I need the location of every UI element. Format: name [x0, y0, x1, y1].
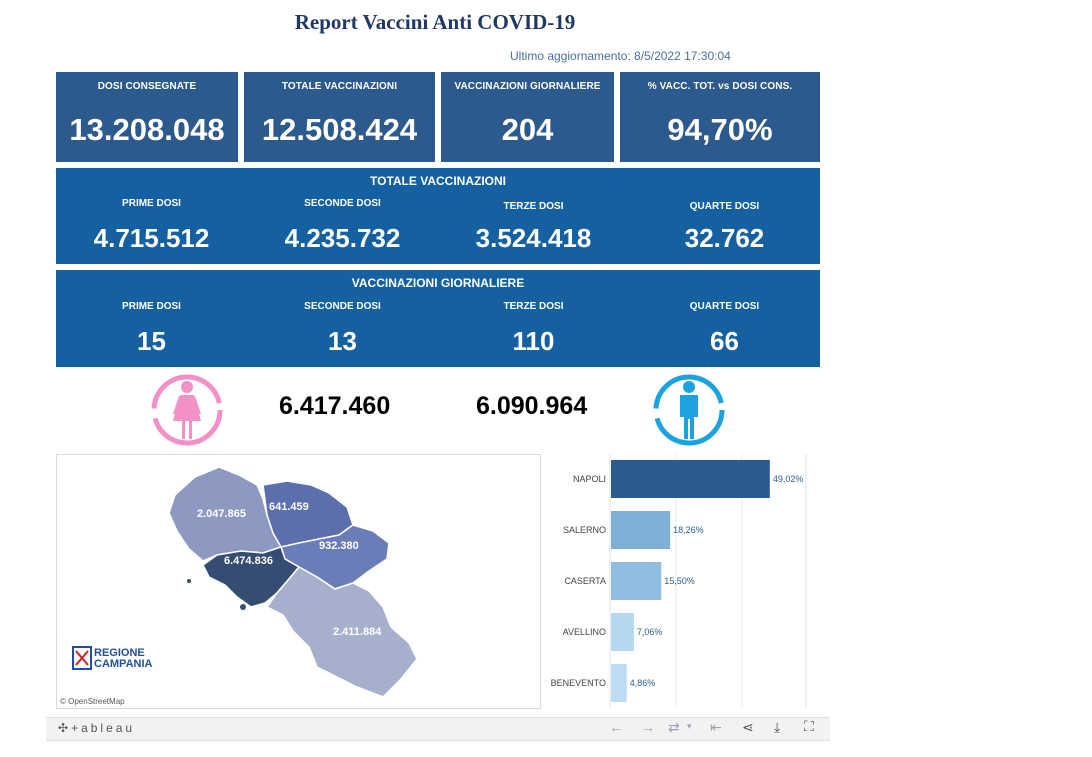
bar-napoli[interactable]	[611, 460, 770, 498]
tableau-logo[interactable]: ✣+ableau	[58, 721, 135, 735]
dose-label: SECONDE DOSI	[304, 198, 381, 209]
totals-terze-dosi: TERZE DOSI 3.524.418	[438, 201, 629, 254]
dose-label: TERZE DOSI	[503, 301, 564, 312]
bar-benevento[interactable]	[611, 664, 627, 702]
province-map: 2.047.865 641.459 932.380 6.474.836 2.41…	[60, 466, 418, 706]
kpi-totale-vaccinazioni: TOTALE VACCINAZIONI 12.508.424	[244, 72, 435, 162]
page-title: Report Vaccini Anti COVID-19	[294, 10, 576, 34]
tableau-brand: +ableau	[71, 721, 136, 735]
dose-value: 110	[512, 326, 555, 356]
province-label-avellino: 932.380	[319, 540, 359, 552]
share-icon[interactable]: ⋖	[742, 719, 754, 735]
dose-label: SECONDE DOSI	[304, 301, 381, 312]
undo-icon[interactable]: ←	[609, 719, 623, 735]
reset-icon[interactable]: ⇤	[710, 719, 722, 735]
vaccinazioni-giornaliere-band: VACCINAZIONI GIORNALIERE PRIME DOSI 15 S…	[56, 270, 820, 367]
dose-label: QUARTE DOSI	[689, 201, 760, 212]
bar-category-label: SALERNO	[563, 525, 606, 535]
male-icon	[653, 374, 725, 446]
bar-salerno[interactable]	[611, 511, 671, 549]
logo-line2: CAMPANIA	[94, 658, 153, 670]
province-bar-chart: NAPOLI 49,02% SALERNO 18,26% CASERTA 15,50% AV…	[548, 454, 813, 708]
tableau-toolbar: ✣+ableau ← → ⇄ ▾ ⇤ ⋖ ⤓ ⛶	[46, 717, 830, 741]
dose-value: 13	[328, 326, 357, 356]
totals-seconde-dosi: SECONDE DOSI 4.235.732	[247, 198, 438, 254]
dose-value: 4.235.732	[284, 223, 401, 253]
band-heading: VACCINAZIONI GIORNALIERE	[351, 276, 525, 290]
bar-category-label: BENEVENTO	[551, 678, 606, 688]
bar-avellino[interactable]	[611, 613, 634, 651]
male-total: 6.090.964	[476, 392, 588, 420]
kpi-value: 94,70%	[667, 112, 773, 147]
tableau-icon: ✣	[58, 721, 72, 735]
bar-caserta[interactable]	[611, 562, 662, 600]
province-label-salerno: 2.411.884	[333, 626, 382, 638]
dose-value: 4.715.512	[93, 223, 210, 253]
kpi-percentuale: % VACC. TOT. vs DOSI CONS. 94,70%	[620, 72, 820, 162]
bar-value-label: 15,50%	[664, 576, 695, 586]
bar-value-label: 7,06%	[637, 627, 663, 637]
kpi-value: 204	[501, 112, 554, 147]
bar-category-label: NAPOLI	[573, 474, 606, 484]
dose-label: PRIME DOSI	[122, 301, 181, 312]
bar-value-label: 4,86%	[630, 678, 656, 688]
dose-value: 32.762	[684, 223, 765, 253]
bar-value-label: 18,26%	[673, 525, 704, 535]
daily-prime-dosi: PRIME DOSI 15	[56, 301, 247, 357]
female-icon	[151, 374, 223, 446]
daily-terze-dosi: TERZE DOSI 110	[438, 301, 629, 357]
kpi-label: % VACC. TOT. vs DOSI CONS.	[647, 81, 793, 92]
dose-value: 66	[710, 326, 739, 356]
redo-icon[interactable]: →	[641, 719, 655, 735]
kpi-value: 13.208.048	[69, 112, 225, 147]
logo-line1: REGIONE	[94, 647, 145, 659]
dose-value: 15	[137, 326, 166, 356]
kpi-label: DOSI CONSEGNATE	[97, 81, 197, 92]
kpi-vaccinazioni-giornaliere: VACCINAZIONI GIORNALIERE 204	[441, 72, 614, 162]
bar-value-label: 49,02%	[773, 474, 804, 484]
bar-chart-svg: NAPOLI 49,02% SALERNO 18,26% CASERTA 15,50% AV…	[551, 454, 807, 708]
female-total: 6.417.460	[279, 392, 391, 420]
kpi-label: TOTALE VACCINAZIONI	[281, 81, 398, 92]
province-label-napoli: 6.474.836	[224, 555, 273, 567]
dose-label: PRIME DOSI	[122, 198, 181, 209]
province-salerno	[265, 566, 418, 698]
province-label-benevento: 641.459	[269, 501, 309, 513]
regione-campania-logo: REGIONE CAMPANIA	[72, 646, 153, 670]
last-updated: Ultimo aggiornamento: 8/5/2022 17:30:04	[510, 49, 731, 63]
bar-category-label: AVELLINO	[563, 627, 606, 637]
daily-quarte-dosi: QUARTE DOSI 66	[629, 301, 820, 357]
kpi-label: VACCINAZIONI GIORNALIERE	[454, 81, 601, 92]
province-label-caserta: 2.047.865	[197, 508, 246, 520]
totale-vaccinazioni-band: TOTALE VACCINAZIONI PRIME DOSI 4.715.512…	[56, 168, 820, 264]
kpi-dosi-consegnate: DOSI CONSEGNATE 13.208.048	[56, 72, 238, 162]
dose-value: 3.524.418	[475, 223, 592, 253]
revert-icon[interactable]: ⇄	[668, 719, 680, 735]
bar-category-label: CASERTA	[564, 576, 606, 586]
kpi-value: 12.508.424	[261, 112, 418, 147]
dose-label: TERZE DOSI	[503, 201, 564, 212]
fullscreen-icon[interactable]: ⛶	[804, 718, 814, 734]
campania-map[interactable]: 2.047.865 641.459 932.380 6.474.836 2.41…	[56, 454, 541, 709]
daily-seconde-dosi: SECONDE DOSI 13	[247, 301, 438, 357]
totals-quarte-dosi: QUARTE DOSI 32.762	[629, 201, 820, 254]
revert-dropdown-icon[interactable]: ▾	[687, 721, 692, 731]
band-heading: TOTALE VACCINAZIONI	[370, 174, 506, 188]
download-icon[interactable]: ⤓	[774, 719, 781, 735]
dose-label: QUARTE DOSI	[689, 301, 760, 312]
map-credit: © OpenStreetMap	[60, 697, 125, 706]
totals-prime-dosi: PRIME DOSI 4.715.512	[56, 198, 247, 254]
